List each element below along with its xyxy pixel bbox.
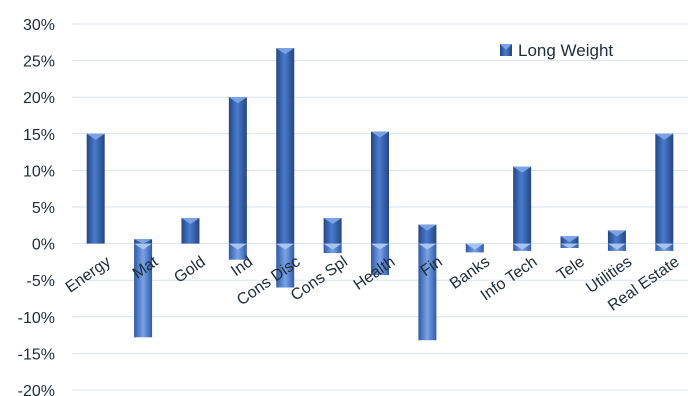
bar-bevel bbox=[465, 243, 484, 250]
category-label: Gold bbox=[171, 253, 208, 286]
y-tick-label: 0% bbox=[32, 237, 55, 254]
y-tick-label: -15% bbox=[18, 346, 55, 363]
bar-bevel bbox=[134, 239, 153, 244]
y-tick-label: 10% bbox=[23, 163, 55, 180]
y-tick-label: 5% bbox=[32, 200, 55, 217]
bar-bevel bbox=[655, 243, 674, 250]
y-tick-label: -20% bbox=[18, 383, 55, 396]
bar-bevel bbox=[86, 133, 105, 140]
bar-bevel bbox=[607, 243, 626, 250]
long-weight-bar bbox=[513, 166, 532, 244]
short-weight-bar bbox=[228, 243, 247, 260]
bar-bevel bbox=[323, 217, 342, 224]
long-weight-bar bbox=[228, 97, 247, 244]
bar-bevel bbox=[371, 243, 389, 250]
long-weight-bar bbox=[655, 133, 674, 244]
y-tick-label: 20% bbox=[23, 90, 55, 107]
long-weight-bar bbox=[181, 217, 200, 244]
long-weight-bar bbox=[276, 48, 295, 244]
bar-bevel bbox=[560, 236, 579, 243]
y-axis-tick-labels: 30% 25% 20% 15% 10% 5% 0% -5% -10% -15% -20% bbox=[18, 17, 55, 396]
bars bbox=[86, 48, 674, 341]
short-weight-bar bbox=[276, 243, 295, 288]
long-weight-bar bbox=[607, 230, 626, 244]
short-weight-bar bbox=[418, 243, 437, 341]
long-weight-bar bbox=[323, 217, 342, 244]
bar-bevel bbox=[418, 224, 437, 231]
bar-bevel bbox=[181, 217, 200, 224]
bar-bevel bbox=[560, 243, 579, 248]
category-label: Tele bbox=[554, 253, 588, 284]
bar-bevel bbox=[323, 243, 342, 250]
legend-swatch-bevel bbox=[500, 44, 512, 50]
bar-bevel bbox=[276, 243, 295, 250]
bar-bevel bbox=[607, 230, 626, 237]
y-tick-label: -10% bbox=[18, 310, 55, 327]
y-tick-label: 30% bbox=[23, 17, 55, 34]
long-weight-bar bbox=[371, 131, 389, 244]
bar-bevel bbox=[134, 243, 153, 250]
long-weight-bar bbox=[418, 224, 437, 244]
y-tick-label: -5% bbox=[27, 273, 55, 290]
bar-bevel bbox=[418, 243, 437, 250]
bar-bevel bbox=[513, 243, 532, 250]
legend: Long Weight bbox=[500, 41, 613, 60]
short-weight-bar bbox=[371, 243, 389, 276]
bar-bevel bbox=[228, 97, 247, 104]
bar-bevel bbox=[276, 48, 295, 55]
long-weight-bar bbox=[86, 133, 105, 244]
category-label: Energy bbox=[63, 253, 114, 296]
bar-bevel bbox=[371, 131, 389, 138]
y-tick-label: 25% bbox=[23, 54, 55, 71]
bar-bevel bbox=[655, 133, 674, 140]
short-weight-bar bbox=[134, 243, 153, 338]
y-tick-label: 15% bbox=[23, 127, 55, 144]
bar-bevel bbox=[513, 166, 532, 173]
bar-bevel bbox=[228, 243, 247, 250]
legend-label: Long Weight bbox=[518, 41, 613, 60]
